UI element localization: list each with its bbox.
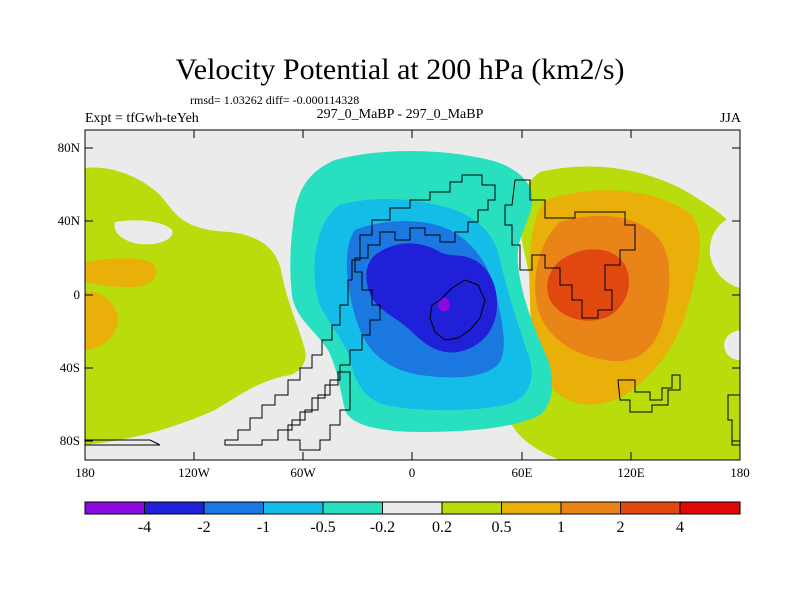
colorbar-label-3: -0.5 xyxy=(310,519,336,536)
experiment-label: Expt = tfGwh-teYeh xyxy=(85,111,199,126)
continent-america-outline xyxy=(224,174,496,446)
colorbar-label-2: -1 xyxy=(256,519,271,536)
rmsd-diff-stats: rmsd= 1.03262 diff= -0.000114328 xyxy=(190,93,360,107)
colorbar-label-4: -0.2 xyxy=(369,519,396,536)
colorbar-box-5 xyxy=(382,501,443,515)
lat-label-0: 0 xyxy=(73,287,81,302)
colorbar-label-1: -2 xyxy=(197,519,211,536)
contour-neg-4 xyxy=(438,297,450,312)
lon-label-180w: 180 xyxy=(75,465,95,480)
contour-west-gap xyxy=(114,220,173,245)
contour-west-pos-05b xyxy=(85,258,157,288)
colorbar-box-8 xyxy=(560,501,621,515)
lon-label-120e: 120E xyxy=(617,465,645,480)
lat-ticks xyxy=(85,147,740,442)
colorbar-box-2 xyxy=(203,501,264,515)
colorbar-box-4 xyxy=(322,501,383,515)
season-label: JJA xyxy=(719,111,741,126)
contour-field xyxy=(85,130,740,460)
case-label: 297_0_MaBP - 297_0_MaBP xyxy=(316,107,484,122)
contour-east-edge-bg2 xyxy=(724,330,740,360)
colorbar-label-7: 1 xyxy=(557,519,565,536)
coastlines xyxy=(85,174,740,451)
colorbar-label-6: 0.5 xyxy=(491,519,512,536)
lon-ticks xyxy=(193,130,632,460)
colorbar-box-3 xyxy=(263,501,324,515)
continent-right-edge xyxy=(727,394,740,446)
colorbar-box-0 xyxy=(84,501,145,515)
colorbar-label-8: 2 xyxy=(616,519,625,536)
lon-label-60e: 60E xyxy=(511,465,533,480)
colorbar-box-6 xyxy=(441,501,502,515)
lat-label-80n: 80N xyxy=(57,140,80,155)
colorbar xyxy=(84,501,741,515)
lon-label-0: 0 xyxy=(408,465,416,480)
contour-east-pos-2 xyxy=(547,249,629,321)
contour-west-pos-05a xyxy=(85,291,119,350)
plot-title: Velocity Potential at 200 hPa (km2/s) xyxy=(175,53,625,86)
lon-label-120w: 120W xyxy=(178,465,210,480)
continent-africa-outline xyxy=(429,279,486,341)
colorbar-label-9: 4 xyxy=(676,519,684,536)
colorbar-label-5: 0.2 xyxy=(432,519,452,536)
lon-label-180e: 180 xyxy=(730,465,750,480)
lat-label-80s: 80S xyxy=(59,433,80,448)
continent-east-outline xyxy=(504,179,636,319)
continent-coast-south xyxy=(287,371,351,451)
contour-east-edge-bg xyxy=(709,215,740,288)
continent-left-antarctic xyxy=(85,439,161,446)
colorbar-label-0: -4 xyxy=(137,519,152,536)
colorbar-box-10 xyxy=(679,501,741,515)
continent-far-east-outline xyxy=(617,374,681,413)
colorbar-box-7 xyxy=(501,501,562,515)
lat-label-40s: 40S xyxy=(59,360,80,375)
colorbar-box-1 xyxy=(144,501,205,515)
lon-label-60w: 60W xyxy=(290,465,316,480)
lat-label-40n: 40N xyxy=(57,213,80,228)
colorbar-box-9 xyxy=(620,501,681,515)
contour-neg-2 xyxy=(366,243,498,353)
